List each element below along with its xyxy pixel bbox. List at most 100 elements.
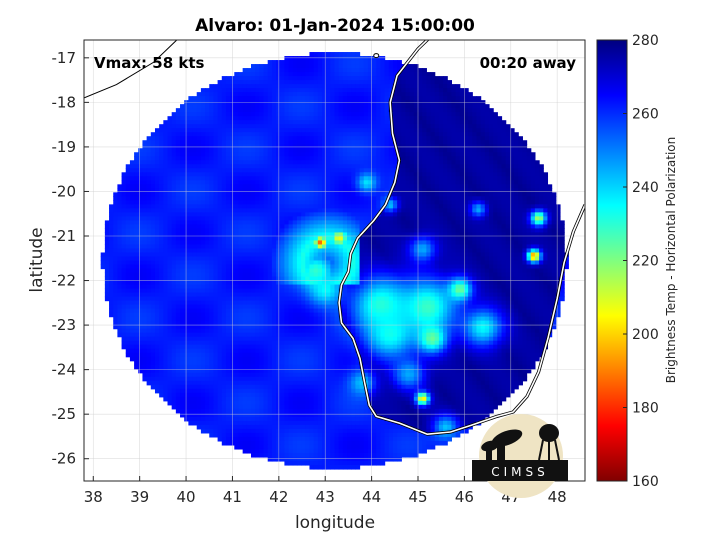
heatmap-cell	[438, 180, 444, 185]
heatmap-cell	[276, 224, 281, 230]
heatmap-cell	[422, 88, 427, 93]
heatmap-cell	[163, 220, 169, 226]
heatmap-cell	[271, 196, 277, 201]
heatmap-cell	[225, 92, 231, 97]
heatmap-cell	[530, 160, 536, 165]
heatmap-cell	[238, 240, 244, 246]
heatmap-cell	[200, 260, 206, 266]
heatmap-cell	[497, 152, 503, 157]
heatmap-cell	[413, 96, 419, 101]
heatmap-cell	[380, 184, 386, 189]
heatmap-cell	[292, 156, 298, 161]
heatmap-cell	[501, 232, 507, 238]
heatmap-cell	[380, 60, 386, 65]
heatmap-cell	[200, 272, 206, 278]
heatmap-cell	[129, 244, 135, 250]
heatmap-cell	[555, 272, 561, 278]
heatmap-cell	[330, 260, 336, 266]
heatmap-cell	[251, 136, 256, 141]
heatmap-cell	[121, 236, 127, 242]
heatmap-cell	[163, 252, 169, 258]
heatmap-cell	[359, 228, 365, 234]
heatmap-cell	[330, 216, 336, 222]
heatmap-cell	[255, 272, 260, 278]
heatmap-cell	[334, 96, 340, 101]
heatmap-cell	[313, 52, 319, 57]
heatmap-cell	[259, 128, 265, 133]
heatmap-cell	[476, 140, 482, 145]
heatmap-cell	[401, 76, 407, 81]
heatmap-cell	[405, 92, 411, 97]
heatmap-cell	[330, 264, 336, 270]
heatmap-cell	[255, 156, 260, 161]
heatmap-cell	[251, 212, 256, 217]
heatmap-cell	[309, 252, 315, 258]
heatmap-cell	[259, 124, 265, 129]
heatmap-cell	[330, 244, 336, 250]
heatmap-cell	[180, 220, 185, 226]
heatmap-cell	[463, 200, 469, 205]
heatmap-cell	[150, 248, 156, 254]
heatmap-cell	[413, 184, 419, 189]
heatmap-cell	[205, 116, 210, 121]
heatmap-cell	[292, 264, 298, 270]
heatmap-cell	[234, 132, 240, 137]
heatmap-cell	[317, 180, 323, 185]
heatmap-cell	[522, 212, 528, 217]
heatmap-cell	[313, 160, 319, 165]
heatmap-cell	[355, 172, 361, 177]
heatmap-cell	[305, 184, 311, 189]
heatmap-cell	[384, 260, 390, 266]
heatmap-cell	[418, 212, 423, 217]
heatmap-cell	[100, 256, 106, 262]
heatmap-cell	[234, 232, 240, 238]
heatmap-cell	[455, 140, 461, 145]
heatmap-cell	[321, 248, 327, 254]
heatmap-cell	[117, 240, 123, 246]
heatmap-cell	[159, 124, 164, 129]
heatmap-cell	[129, 168, 135, 173]
heatmap-cell	[238, 260, 244, 266]
heatmap-cell	[334, 224, 340, 230]
heatmap-cell	[422, 156, 427, 161]
heatmap-cell	[468, 132, 473, 137]
heatmap-cell	[380, 88, 386, 93]
heatmap-cell	[242, 124, 248, 129]
heatmap-cell	[547, 260, 553, 266]
heatmap-cell	[347, 196, 352, 201]
heatmap-cell	[539, 196, 544, 201]
heatmap-cell	[338, 132, 344, 137]
heatmap-cell	[342, 260, 348, 266]
heatmap-cell	[501, 132, 507, 137]
heatmap-cell	[443, 244, 448, 250]
heatmap-cell	[280, 132, 285, 137]
heatmap-cell	[305, 68, 311, 73]
heatmap-cell	[438, 204, 444, 209]
heatmap-cell	[288, 176, 294, 181]
heatmap-cell	[539, 180, 544, 185]
heatmap-cell	[468, 168, 473, 173]
heatmap-cell	[317, 220, 323, 226]
heatmap-cell	[397, 112, 402, 117]
heatmap-cell	[125, 272, 131, 278]
heatmap-cell	[309, 108, 315, 113]
heatmap-cell	[313, 212, 319, 217]
heatmap-cell	[321, 244, 327, 250]
heatmap-cell	[305, 136, 311, 141]
heatmap-cell	[121, 256, 127, 262]
heatmap-cell	[438, 176, 444, 181]
heatmap-cell	[459, 228, 465, 234]
heatmap-cell	[109, 224, 114, 230]
heatmap-cell	[113, 252, 118, 258]
heatmap-cell	[305, 132, 311, 137]
heatmap-cell	[163, 148, 169, 153]
heatmap-cell	[472, 160, 478, 165]
heatmap-cell	[317, 140, 323, 145]
heatmap-cell	[200, 112, 206, 117]
heatmap-cell	[221, 204, 227, 209]
heatmap-cell	[271, 136, 277, 141]
heatmap-cell	[163, 156, 169, 161]
heatmap-cell	[534, 272, 540, 278]
heatmap-cell	[463, 192, 469, 197]
heatmap-cell	[296, 112, 302, 117]
